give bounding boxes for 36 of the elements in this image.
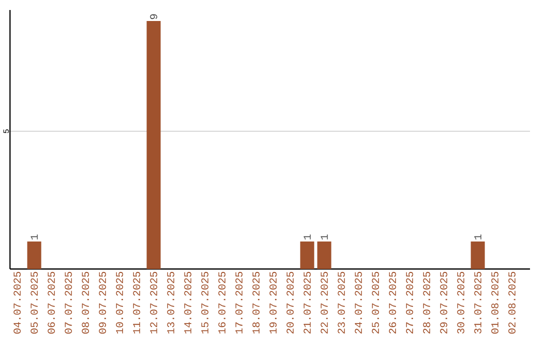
x-tick-label: 09.07.2025	[98, 272, 106, 334]
data-label: 1	[304, 234, 311, 240]
x-tick-label: 29.07.2025	[440, 272, 448, 334]
x-tick-label: 14.07.2025	[184, 272, 192, 334]
x-tick-label: 15.07.2025	[201, 272, 208, 334]
x-tick-label: 16.07.2025	[218, 272, 226, 334]
x-tick-label: 25.07.2025	[372, 272, 380, 334]
x-tick-label: 06.07.2025	[48, 272, 55, 334]
x-tick-label: 04.07.2025	[14, 272, 21, 334]
x-tick-label: 11.07.2025	[133, 272, 140, 334]
data-label: 1	[474, 234, 482, 240]
x-tick-label: 26.07.2025	[388, 272, 396, 334]
x-tick-label: 02.08.2025	[508, 272, 516, 334]
data-label: 1	[30, 234, 38, 240]
x-tick-label: 10.07.2025	[116, 272, 124, 334]
x-tick-label: 28.07.2025	[423, 272, 430, 334]
x-tick-label: 22.07.2025	[320, 272, 328, 334]
x-tick-label: 07.07.2025	[64, 272, 72, 334]
x-tick-label: 27.07.2025	[406, 272, 414, 334]
x-tick-label: 24.07.2025	[354, 272, 362, 334]
y-tick-label: 5	[3, 129, 9, 134]
x-tick-label: 05.07.2025	[30, 272, 38, 334]
data-label: 9	[150, 14, 158, 20]
x-tick-label: 12.07.2025	[150, 272, 158, 334]
x-tick-label: 13.07.2025	[167, 272, 174, 334]
x-tick-label: 01.08.2025	[491, 272, 498, 334]
x-tick-label: 31.07.2025	[474, 272, 482, 334]
x-tick-label: 30.07.2025	[457, 272, 464, 334]
x-tick-label: 21.07.2025	[304, 272, 311, 334]
x-tick-label: 08.07.2025	[82, 272, 89, 334]
x-tick-label: 18.07.2025	[252, 272, 260, 334]
x-tick-label: 19.07.2025	[270, 272, 277, 334]
x-tick-label: 17.07.2025	[235, 272, 243, 334]
x-tick-label: 20.07.2025	[286, 272, 294, 334]
data-label: 1	[320, 234, 328, 240]
x-tick-label: 23.07.2025	[338, 272, 345, 334]
